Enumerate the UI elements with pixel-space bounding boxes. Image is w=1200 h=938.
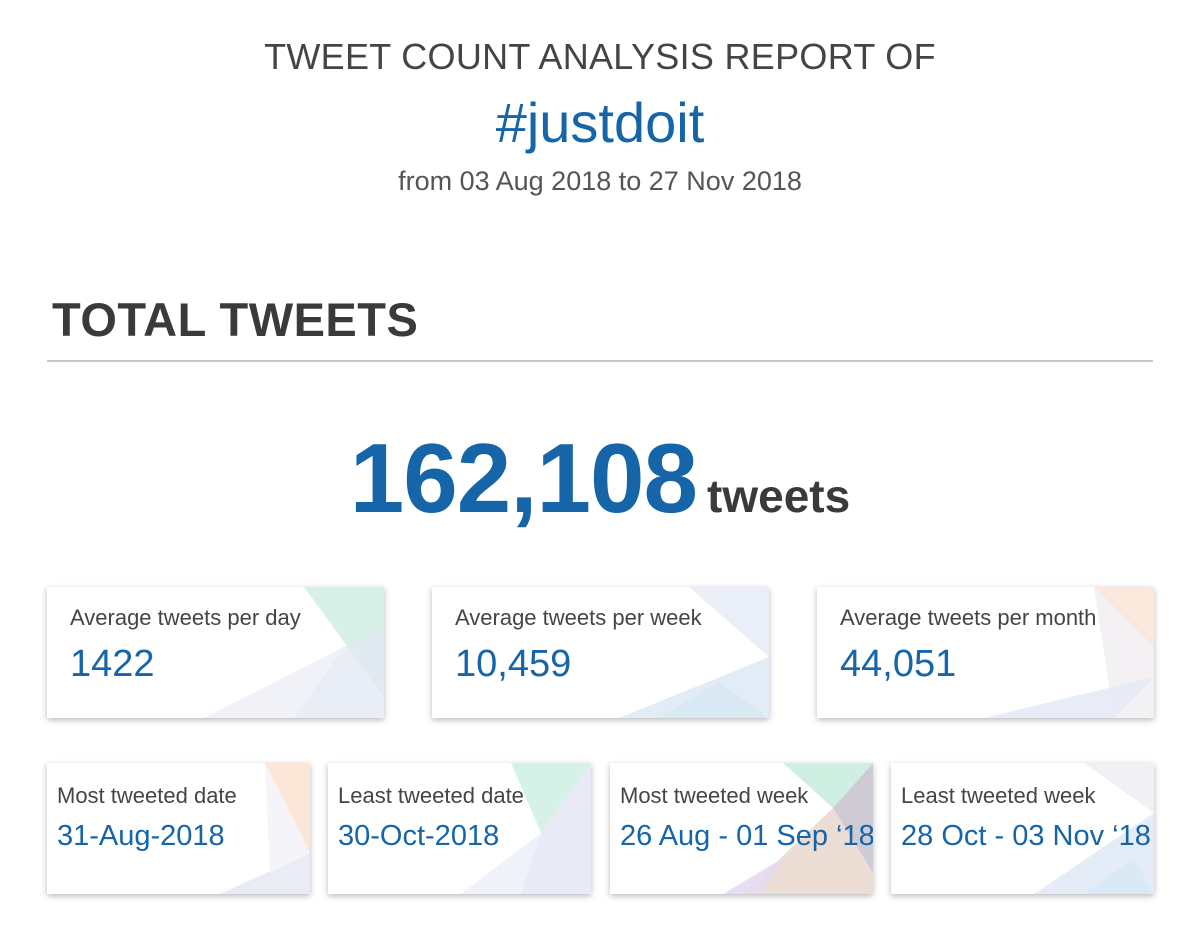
date-range: from 03 Aug 2018 to 27 Nov 2018 [398,166,802,196]
avg-per-month-label: Average tweets per month [840,605,1097,630]
most-tweeted-date-value: 31-Aug-2018 [57,820,225,852]
least-tweeted-week-card: Least tweeted week 28 Oct - 03 Nov ‘18 [891,763,1154,894]
most-tweeted-date-label: Most tweeted date [57,783,237,808]
avg-per-week-value: 10,459 [455,643,572,685]
card-decoration [984,587,1154,718]
card-decoration [619,587,769,718]
avg-per-month-card: Average tweets per month 44,051 [817,587,1154,718]
avg-per-week-label: Average tweets per week [455,605,702,630]
least-tweeted-week-value: 28 Oct - 03 Nov ‘18 [901,820,1151,852]
hashtag-title: #justdoit [495,91,705,154]
most-tweeted-week-label: Most tweeted week [620,783,809,808]
avg-per-day-value: 1422 [70,643,155,685]
most-tweeted-week-value: 26 Aug - 01 Sep ‘18 [620,820,873,852]
total-tweets-value: 162,108 [349,423,698,533]
avg-per-month-value: 44,051 [840,643,957,685]
most-tweeted-week-card: Most tweeted week 26 Aug - 01 Sep ‘18 [610,763,873,894]
section-title: TOTAL TWEETS [52,293,419,346]
avg-per-day-label: Average tweets per day [70,605,301,630]
least-tweeted-date-label: Least tweeted date [338,783,524,808]
card-decoration [461,763,591,894]
avg-per-week-card: Average tweets per week 10,459 [432,587,769,718]
report-title: TWEET COUNT ANALYSIS REPORT OF [264,36,936,77]
card-decoration [1034,763,1154,894]
card-decoration [220,763,310,894]
least-tweeted-date-value: 30-Oct-2018 [338,820,500,852]
card-decoration [204,587,384,718]
avg-per-day-card: Average tweets per day 1422 [47,587,384,718]
card-decoration [723,763,873,894]
total-tweets: 162,108 tweets [0,422,1200,535]
section-divider [47,360,1153,362]
most-tweeted-date-card: Most tweeted date 31-Aug-2018 [47,763,310,894]
least-tweeted-week-label: Least tweeted week [901,783,1096,808]
least-tweeted-date-card: Least tweeted date 30-Oct-2018 [328,763,591,894]
total-tweets-unit: tweets [707,470,851,522]
